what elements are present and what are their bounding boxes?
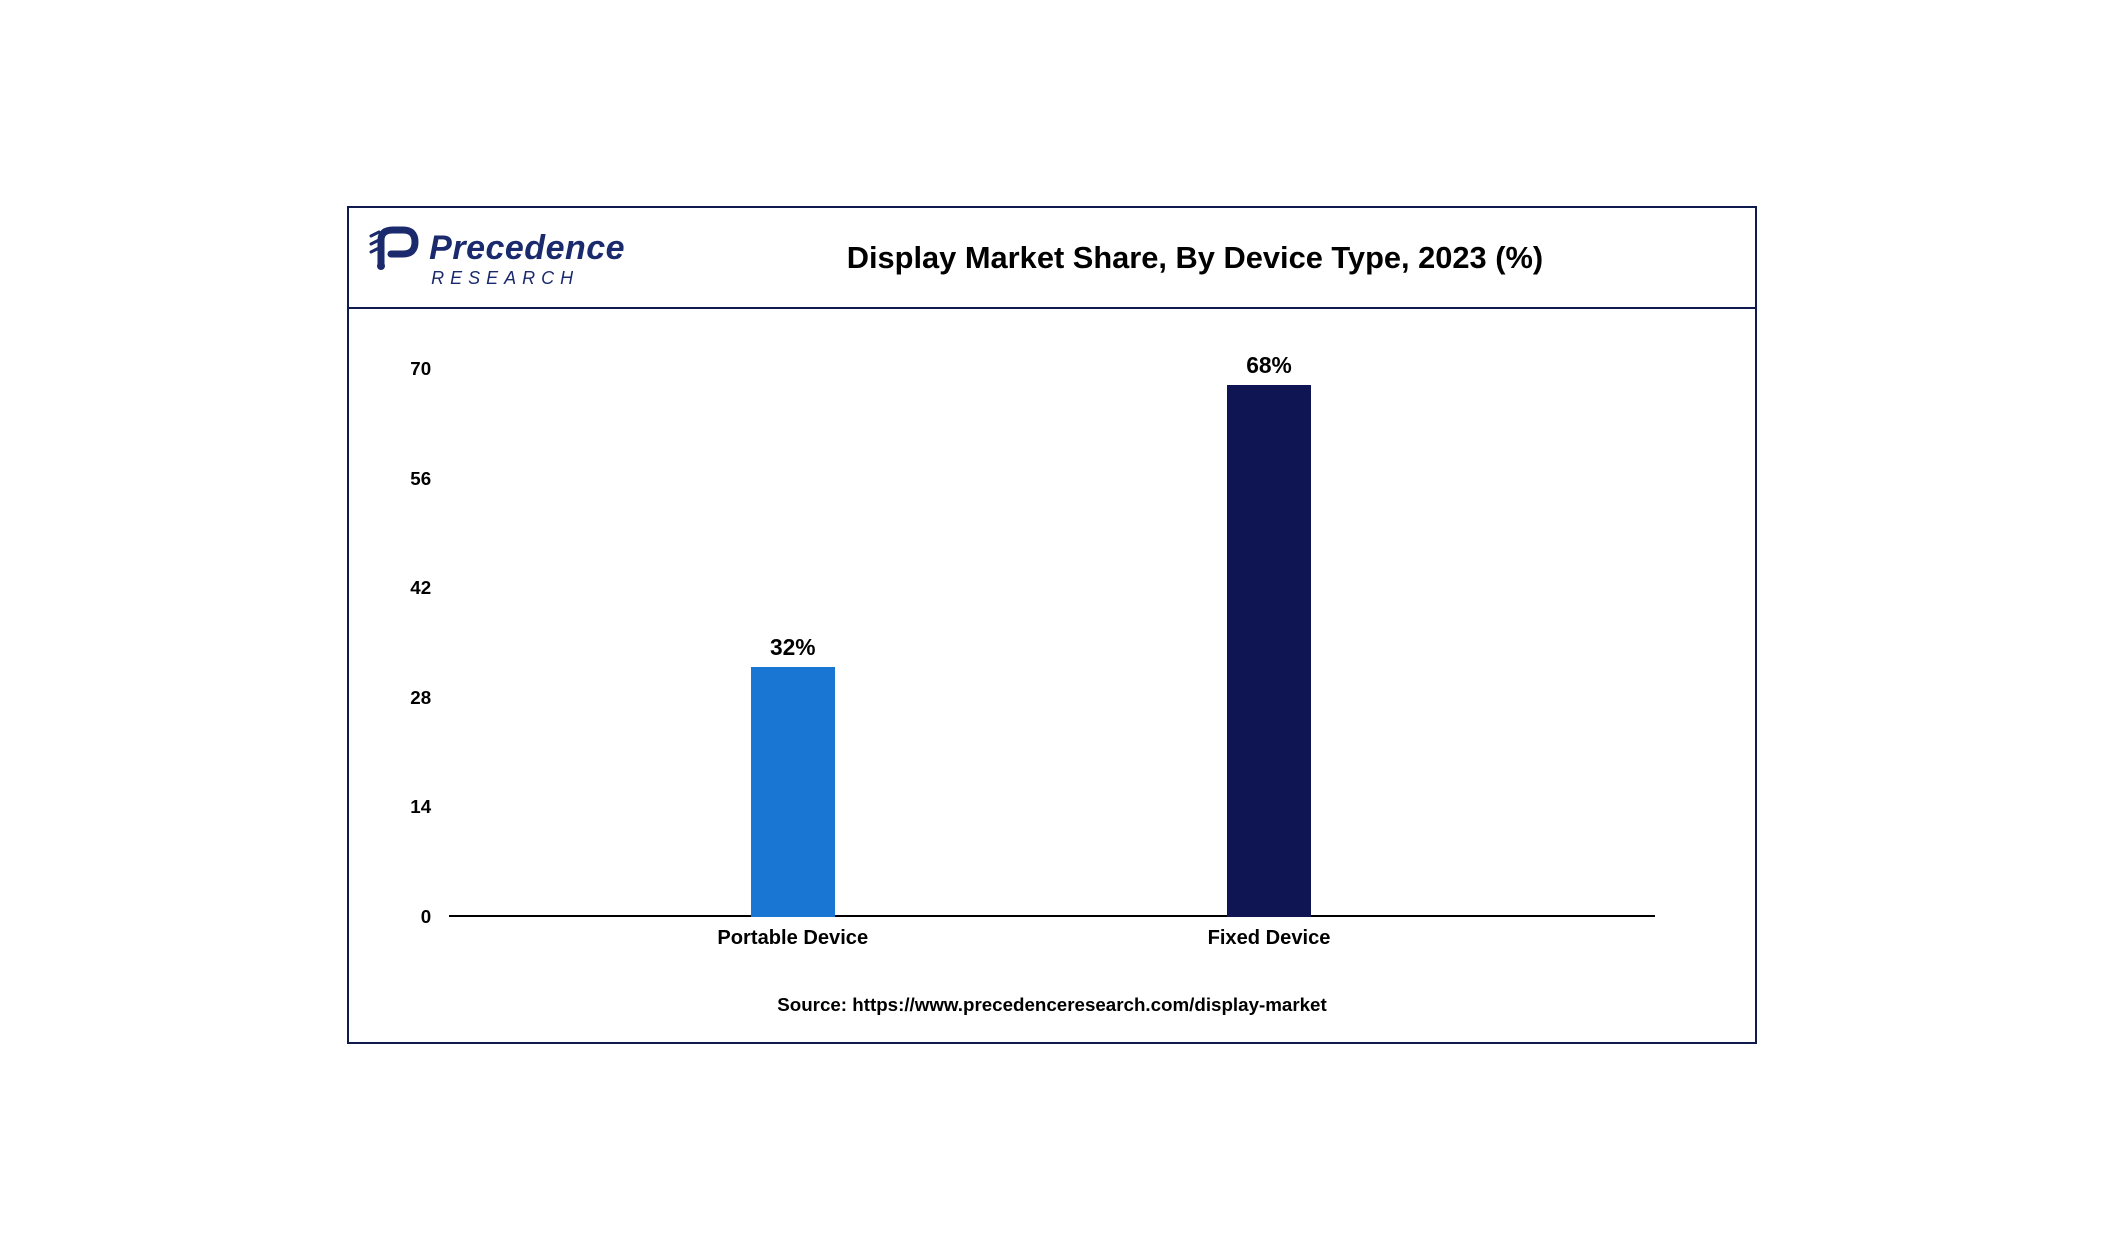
brand-logo: Precedence RESEARCH [369, 226, 625, 289]
x-axis-line [449, 915, 1655, 917]
y-tick-label: 14 [410, 796, 449, 818]
source-citation: Source: https://www.precedenceresearch.c… [349, 964, 1755, 1042]
bar: 68% [1227, 385, 1311, 917]
logo-p: P [429, 229, 452, 267]
chart-title: Display Market Share, By Device Type, 20… [665, 240, 1725, 276]
logo-icon [369, 226, 423, 270]
bar-value-label: 68% [1246, 352, 1292, 385]
plot-area: 0142842567032%Portable Device68%Fixed De… [449, 369, 1655, 917]
y-tick-label: 0 [421, 906, 449, 928]
x-category-label: Portable Device [717, 917, 868, 950]
header: Precedence RESEARCH Display Market Share… [349, 208, 1755, 309]
y-tick-label: 70 [410, 358, 449, 380]
bar-value-label: 32% [770, 634, 816, 667]
y-tick-label: 28 [410, 687, 449, 709]
logo-top-row: Precedence [369, 226, 625, 270]
y-tick-label: 56 [410, 468, 449, 490]
plot-area-wrap: 0142842567032%Portable Device68%Fixed De… [349, 309, 1755, 964]
logo-word: Precedence [429, 229, 625, 268]
logo-rest: recedence [452, 229, 625, 267]
y-tick-label: 42 [410, 577, 449, 599]
logo-subtext: RESEARCH [431, 268, 579, 289]
x-category-label: Fixed Device [1208, 917, 1331, 950]
chart-frame: Precedence RESEARCH Display Market Share… [347, 206, 1757, 1044]
bar: 32% [751, 667, 835, 917]
